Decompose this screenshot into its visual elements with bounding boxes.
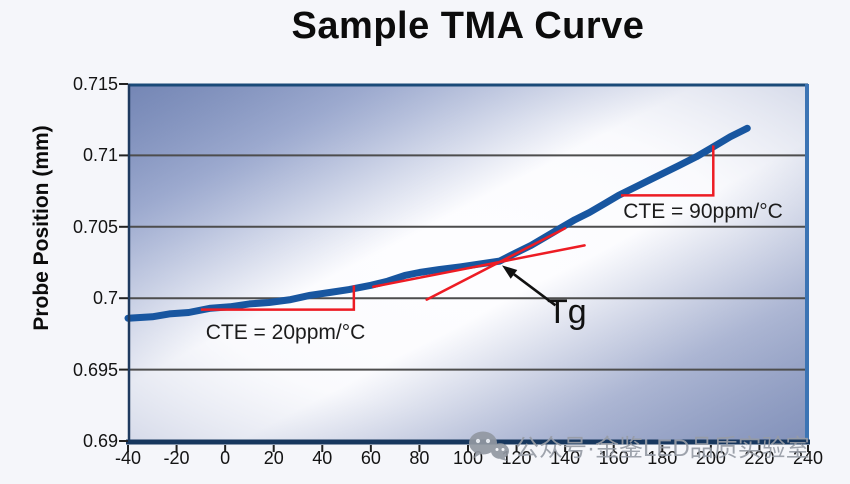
tg-tangent-low — [372, 244, 586, 289]
cte-high-label: CTE = 90ppm/°C — [623, 200, 783, 223]
tma-curve — [124, 124, 751, 322]
tg-arrow — [502, 265, 557, 307]
probe-position-curve — [124, 124, 751, 322]
cte-annotations — [200, 145, 715, 311]
x-tick-label: 80 — [409, 448, 430, 468]
x-tick-label: 40 — [312, 448, 333, 468]
axis-tick-marks — [119, 83, 809, 452]
watermark: 公众号·金鉴LED品质实验室 — [468, 428, 810, 463]
tg-tangent-high — [425, 226, 567, 301]
chart-title: Sample TMA Curve — [291, 5, 645, 47]
x-tick-label: 220 — [744, 448, 775, 468]
x-tick-label: -20 — [163, 448, 190, 468]
x-tick-label: 200 — [695, 448, 726, 468]
cte-high-triangle — [621, 145, 715, 197]
cte-low-triangle — [200, 285, 356, 311]
wechat-icon — [469, 431, 509, 461]
x-tick-label: 60 — [360, 448, 381, 468]
plot-border — [126, 83, 810, 445]
y-tick-label: 0.71 — [82, 145, 118, 166]
x-tick-label: 180 — [647, 448, 678, 468]
x-tick-label: 240 — [792, 448, 824, 468]
tg-arrow-head — [502, 265, 518, 279]
tg-label: Tg — [547, 293, 587, 331]
cte-low-label: CTE = 20ppm/°C — [205, 321, 366, 344]
x-tick-label: 0 — [220, 448, 231, 468]
y-tick-label: 0.69 — [82, 431, 118, 451]
x-tick-label: 160 — [598, 448, 629, 468]
x-tick-label: 140 — [550, 448, 581, 468]
x-tick-label: 120 — [501, 448, 532, 468]
y-tick-label: 0.7 — [92, 288, 118, 309]
y-tick-label: 0.705 — [72, 216, 118, 237]
tg-arrow-shaft — [513, 273, 557, 307]
watermark-text: 公众号·金鉴LED品质实验室 — [515, 435, 810, 462]
x-tick-label: -40 — [114, 448, 141, 468]
x-tick-label: 20 — [263, 448, 284, 468]
y-tick-label: 0.715 — [72, 74, 118, 94]
y-tick-label: 0.695 — [72, 359, 118, 380]
